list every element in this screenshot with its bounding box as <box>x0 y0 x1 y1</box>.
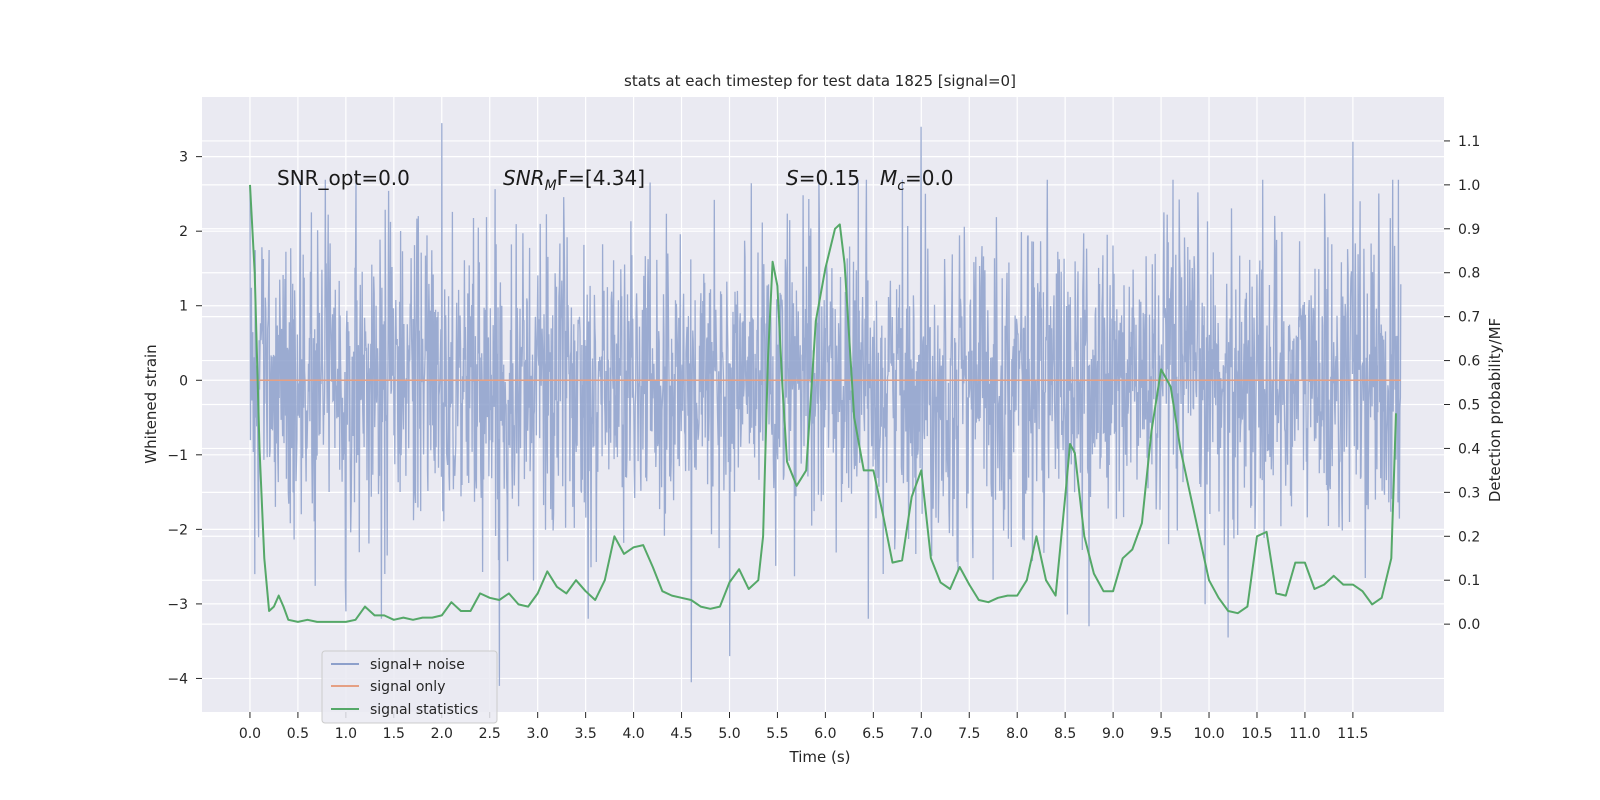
x-tick-label-18: 9.0 <box>1102 726 1124 742</box>
x-tick-label-5: 2.5 <box>479 726 501 742</box>
annotation-snr-mf-prefix: SNR <box>503 166 545 190</box>
y2-tick-label-6: 0.5 <box>1458 398 1480 414</box>
y2-tick-label-7: 0.4 <box>1458 441 1480 457</box>
x-tick-label-19: 9.5 <box>1150 726 1172 742</box>
x-tick-label-17: 8.5 <box>1054 726 1076 742</box>
y-tick-label-6: −3 <box>167 597 188 613</box>
x-tick-label-13: 6.5 <box>862 726 884 742</box>
annotation-mc: Mc=0.0 <box>880 166 954 194</box>
x-axis-label: Time (s) <box>789 748 851 766</box>
x-tick-label-2: 1.0 <box>335 726 357 742</box>
y-axis-label: Whitened strain <box>142 344 160 463</box>
annotation-snr-mf-sub: M <box>545 178 557 194</box>
x-tick-label-16: 8.0 <box>1006 726 1028 742</box>
y2-tick-label-1: 1.0 <box>1458 178 1480 194</box>
x-tick-label-11: 5.5 <box>766 726 788 742</box>
x-tick-label-8: 4.0 <box>622 726 644 742</box>
y-tick-label-1: 2 <box>179 224 188 240</box>
x-tick-label-15: 7.5 <box>958 726 980 742</box>
annotation-mc-value: =0.0 <box>905 166 954 190</box>
y2-tick-label-2: 0.9 <box>1458 222 1480 238</box>
chart-title: stats at each timestep for test data 182… <box>624 72 1016 90</box>
legend-label-signal-only: signal only <box>370 679 445 695</box>
x-tick-label-0: 0.0 <box>239 726 261 742</box>
y-tick-label-4: −1 <box>167 448 188 464</box>
x-tick-label-20: 10.0 <box>1193 726 1224 742</box>
x-tick-label-22: 11.0 <box>1289 726 1320 742</box>
legend-label-signal-plus-noise: signal+ noise <box>370 657 465 673</box>
y-tick-label-0: 3 <box>179 150 188 166</box>
y-tick-label-3: 0 <box>179 373 188 389</box>
x-tick-label-23: 11.5 <box>1337 726 1368 742</box>
annotation-snr-mf: SNRMF=[4.34] <box>503 166 645 194</box>
x-tick-label-6: 3.0 <box>527 726 549 742</box>
annotation-snr-opt: SNR_opt=0.0 <box>277 166 410 190</box>
y2-axis-label: Detection probability/MF <box>1486 318 1504 502</box>
y2-tick-label-8: 0.3 <box>1458 485 1480 501</box>
y-tick-label-7: −4 <box>167 671 188 687</box>
annotation-s: S=0.15 <box>786 166 860 190</box>
x-tick-label-9: 4.5 <box>670 726 692 742</box>
x-tick-label-14: 7.0 <box>910 726 932 742</box>
y-axis-ticks: 3 2 1 0 −1 −2 −3 −4 <box>167 150 202 688</box>
y2-tick-label-9: 0.2 <box>1458 529 1480 545</box>
x-tick-label-3: 1.5 <box>383 726 405 742</box>
y2-tick-label-4: 0.7 <box>1458 310 1480 326</box>
y2-tick-label-5: 0.6 <box>1458 354 1480 370</box>
y-tick-label-5: −2 <box>167 522 188 538</box>
x-tick-label-21: 10.5 <box>1241 726 1272 742</box>
y2-tick-label-10: 0.1 <box>1458 573 1480 589</box>
x-tick-label-1: 0.5 <box>287 726 309 742</box>
x-tick-label-4: 2.0 <box>431 726 453 742</box>
y2-tick-label-0: 1.1 <box>1458 134 1480 150</box>
legend-label-signal-statistics: signal statistics <box>370 702 478 718</box>
annotation-s-value: =0.15 <box>799 166 860 190</box>
x-tick-label-7: 3.5 <box>574 726 596 742</box>
x-tick-label-10: 5.0 <box>718 726 740 742</box>
annotation-snr-mf-suffix: F=[4.34] <box>557 166 645 190</box>
x-tick-label-12: 6.0 <box>814 726 836 742</box>
annotation-s-symbol: S <box>786 166 799 190</box>
y2-axis-ticks: 1.1 1.0 0.9 0.8 0.7 0.6 0.5 0.4 0.3 0.2 0.1 0.0 <box>1444 134 1480 633</box>
y2-tick-label-3: 0.8 <box>1458 266 1480 282</box>
y2-tick-label-11: 0.0 <box>1458 617 1480 633</box>
annotation-mc-symbol: M <box>880 166 897 190</box>
legend: signal+ noise signal only signal statist… <box>322 651 497 723</box>
y-tick-label-2: 1 <box>179 299 188 315</box>
